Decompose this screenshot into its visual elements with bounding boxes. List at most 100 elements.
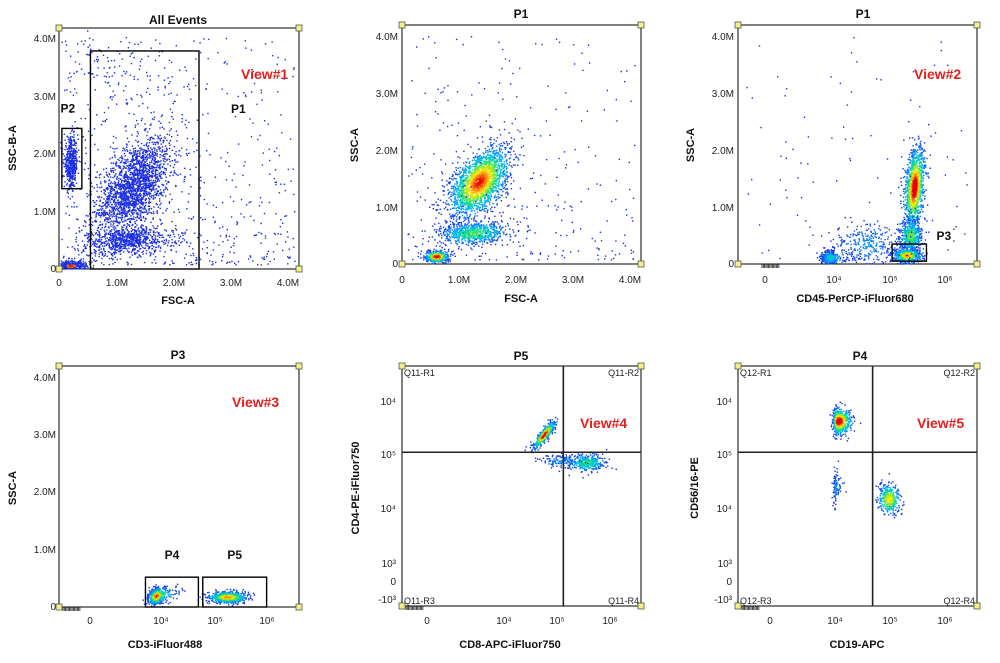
event-dot [460, 181, 462, 184]
event-dot [134, 190, 137, 193]
event-dot [253, 234, 256, 237]
event-dot [115, 163, 117, 166]
event-dot [153, 240, 155, 243]
event-dot [98, 49, 100, 51]
event-dot [141, 203, 143, 205]
event-dot [456, 203, 458, 205]
event-dot [166, 153, 168, 155]
event-dot [69, 170, 71, 173]
event-dot [159, 198, 161, 200]
event-dot [152, 156, 155, 158]
event-dot [172, 174, 174, 177]
event-dot [124, 161, 126, 163]
event-dot [91, 261, 93, 263]
event-dot [140, 202, 142, 204]
event-dot [142, 183, 144, 185]
event-dot [107, 60, 109, 62]
event-dot [108, 184, 110, 187]
event-dot [105, 233, 107, 235]
event-dot [151, 181, 154, 184]
event-dot [90, 217, 93, 219]
event-dot [116, 175, 119, 178]
event-dot [124, 192, 127, 194]
event-dot [78, 264, 81, 267]
event-dot [146, 158, 148, 161]
event-dot [146, 184, 149, 187]
event-dot [130, 236, 132, 238]
event-dot [73, 148, 75, 150]
gate-p2[interactable] [61, 127, 83, 190]
event-dot [119, 205, 121, 207]
event-dot [171, 136, 173, 138]
event-dot [67, 152, 69, 154]
event-dot [91, 134, 93, 136]
event-dot [146, 106, 149, 109]
event-dot [142, 225, 144, 227]
event-dot [147, 179, 150, 182]
gate-p1[interactable] [89, 50, 200, 270]
event-dot [170, 128, 172, 130]
resize-handle[interactable] [55, 265, 63, 273]
event-dot [167, 77, 169, 79]
event-dot [189, 174, 192, 176]
event-dot [292, 168, 294, 170]
event-dot [144, 247, 147, 249]
event-dot [169, 108, 172, 110]
event-dot [67, 136, 69, 138]
event-dot [126, 185, 129, 187]
event-dot [488, 217, 490, 219]
event-dot [97, 67, 99, 69]
event-dot [293, 246, 295, 248]
event-dot [470, 210, 472, 212]
event-dot [125, 85, 127, 87]
event-dot [62, 175, 64, 177]
event-dot [132, 184, 134, 187]
event-dot [159, 192, 161, 194]
event-dot [137, 169, 140, 171]
event-dot [122, 198, 124, 201]
event-dot [169, 165, 172, 167]
event-dot [116, 212, 119, 214]
event-dot [108, 216, 110, 219]
event-dot [101, 254, 103, 256]
event-dot [126, 146, 128, 148]
event-dot [495, 140, 497, 142]
event-dot [154, 157, 156, 159]
event-dot [68, 263, 70, 265]
event-dot [146, 171, 148, 173]
event-dot [174, 100, 176, 103]
event-dot [154, 239, 156, 241]
resize-handle[interactable] [295, 265, 303, 273]
event-dot [146, 194, 148, 197]
event-dot [159, 204, 161, 206]
event-dot [131, 217, 133, 220]
event-dot [154, 143, 157, 146]
event-dot [74, 179, 76, 181]
event-dot [69, 137, 71, 139]
resize-handle[interactable] [295, 24, 303, 32]
event-dot [134, 171, 136, 173]
event-dot [77, 218, 79, 221]
event-dot [159, 250, 161, 252]
event-dot [465, 188, 467, 190]
event-dot [140, 234, 142, 237]
event-dot [110, 167, 112, 170]
event-dot [488, 201, 491, 203]
event-dot [124, 176, 126, 179]
event-dot [103, 111, 106, 114]
event-dot [121, 198, 123, 200]
event-dot [82, 225, 85, 227]
event-dot [117, 193, 119, 195]
event-dot [127, 183, 129, 185]
event-dot [84, 139, 87, 141]
event-dot [99, 233, 101, 235]
event-dot [155, 243, 158, 245]
event-dot [73, 149, 76, 151]
resize-handle[interactable] [55, 24, 63, 32]
event-dot [120, 237, 122, 240]
event-dot [139, 150, 141, 152]
event-dot [164, 161, 166, 163]
event-dot [114, 183, 116, 185]
event-dot [63, 267, 65, 269]
y-axis-label: SSC-B-A [7, 125, 19, 171]
